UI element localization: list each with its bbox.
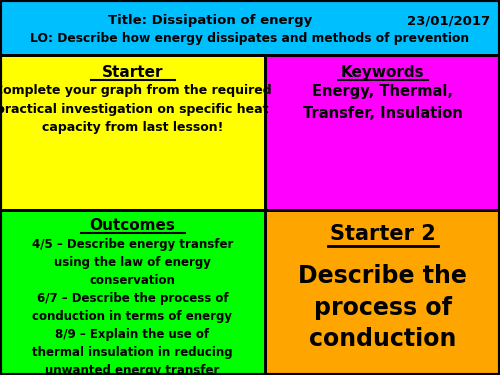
Bar [0, 0, 500, 55]
Bar [0, 0, 500, 55]
Text: LO: Describe how energy dissipates and methods of prevention: LO: Describe how energy dissipates and m… [30, 32, 469, 45]
Text: Describe the
process of
conduction: Describe the process of conduction [298, 264, 467, 351]
Bar [0, 210, 265, 375]
Bar [265, 55, 500, 210]
Text: Title: Dissipation of energy: Title: Dissipation of energy [108, 14, 312, 27]
Text: Energy, Thermal,
Transfer, Insulation: Energy, Thermal, Transfer, Insulation [302, 84, 462, 121]
Bar [265, 55, 500, 210]
Text: 23/01/2017: 23/01/2017 [407, 14, 490, 27]
Bar [265, 210, 500, 375]
Bar [0, 55, 265, 210]
Text: Keywords: Keywords [340, 65, 424, 80]
Text: Starter 2: Starter 2 [330, 224, 436, 244]
Text: 4/5 – Describe energy transfer
using the law of energy
conservation
6/7 – Descri: 4/5 – Describe energy transfer using the… [32, 238, 233, 375]
Bar [0, 210, 265, 375]
Text: Starter: Starter [102, 65, 163, 80]
Text: Outcomes: Outcomes [90, 218, 176, 233]
Bar [265, 210, 500, 375]
Text: Complete your graph from the required
practical investigation on specific heat
c: Complete your graph from the required pr… [0, 84, 272, 134]
Bar [0, 55, 265, 210]
